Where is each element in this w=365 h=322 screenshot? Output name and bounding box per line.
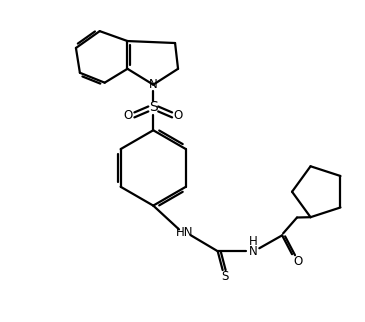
Text: HN: HN [176, 226, 194, 239]
Text: N: N [249, 245, 258, 258]
Text: O: O [124, 109, 133, 122]
Text: O: O [293, 255, 303, 268]
Text: H: H [249, 235, 258, 248]
Text: O: O [173, 109, 182, 122]
Text: S: S [149, 100, 158, 114]
Text: S: S [221, 270, 228, 283]
Text: N: N [149, 78, 158, 91]
